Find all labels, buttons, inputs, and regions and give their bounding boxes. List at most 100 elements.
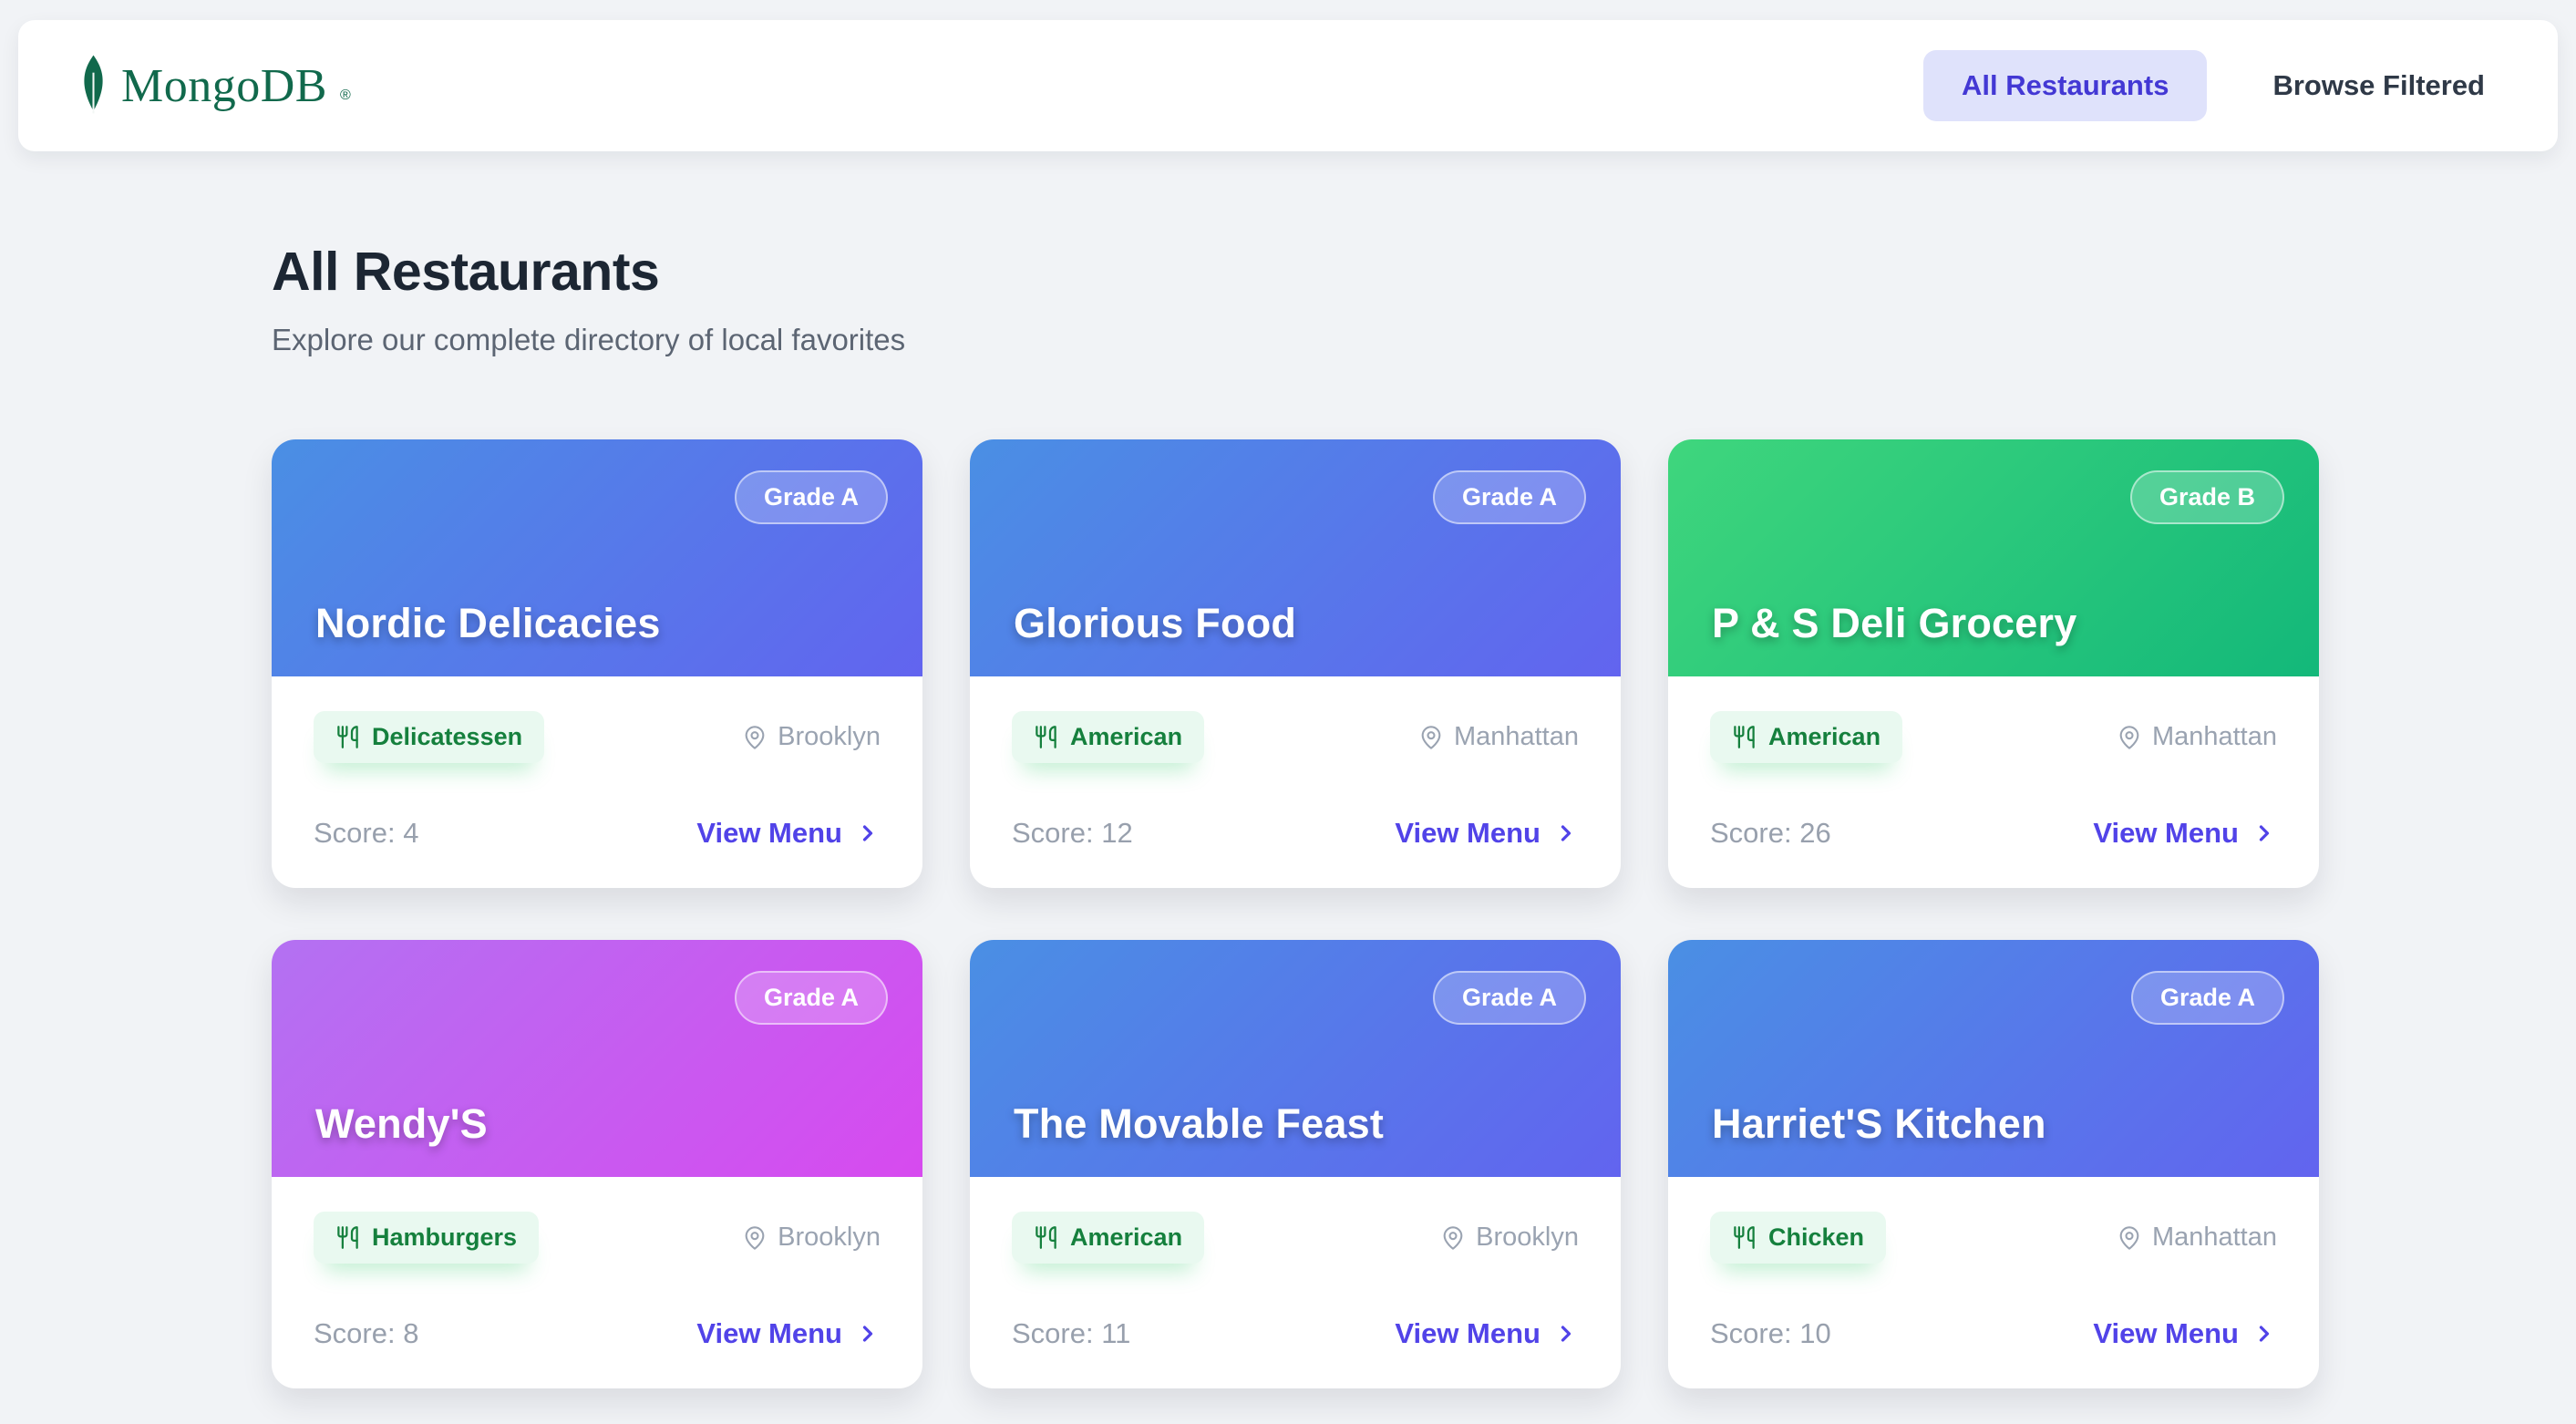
utensils-icon <box>1036 1226 1056 1250</box>
chevron-right-icon <box>862 825 873 842</box>
card-footer-row: Score: 11 View Menu <box>1012 1317 1579 1350</box>
restaurant-name: P & S Deli Grocery <box>1712 600 2077 647</box>
main-content: All Restaurants Explore our complete dir… <box>272 242 2319 1389</box>
restaurant-name: The Movable Feast <box>1014 1100 1385 1148</box>
cuisine-label: Chicken <box>1768 1223 1865 1252</box>
chevron-right-icon <box>1561 825 1571 842</box>
mongodb-logo[interactable]: MongoDB ® <box>77 54 351 119</box>
restaurant-card[interactable]: Grade A Nordic Delicacies Delicatessen <box>272 439 922 889</box>
utensils-icon <box>1734 1226 1755 1250</box>
card-footer-row: Score: 26 View Menu <box>1710 817 2277 850</box>
grade-badge: Grade A <box>1432 971 1586 1026</box>
card-body: Hamburgers Brooklyn Score: 8 View Menu <box>272 1177 922 1388</box>
cuisine-tag: American <box>1012 1212 1205 1264</box>
card-body: American Manhattan Score: 12 View Menu <box>970 676 1621 888</box>
map-pin-icon <box>2119 1226 2139 1250</box>
page-title: All Restaurants <box>272 242 660 302</box>
cuisine-label: American <box>1070 1223 1183 1252</box>
card-meta-row: American Brooklyn <box>1012 1212 1579 1264</box>
view-menu-label: View Menu <box>2093 817 2239 850</box>
borough-label: Manhattan <box>1453 722 1579 752</box>
restaurant-card[interactable]: Grade B P & S Deli Grocery American <box>1668 439 2319 889</box>
card-body: Delicatessen Brooklyn Score: 4 View Menu <box>272 676 922 888</box>
restaurant-card[interactable]: Grade A Wendy'S Hamburgers <box>272 940 922 1389</box>
view-menu-label: View Menu <box>696 817 842 850</box>
card-footer-row: Score: 8 View Menu <box>314 1317 881 1350</box>
score-text: Score: 26 <box>1710 817 1831 850</box>
card-gradient-header: Grade A Nordic Delicacies <box>272 439 922 677</box>
view-menu-link[interactable]: View Menu <box>2093 1317 2277 1350</box>
score-text: Score: 4 <box>314 817 419 850</box>
restaurant-name: Glorious Food <box>1014 600 1297 647</box>
restaurant-name: Harriet'S Kitchen <box>1712 1100 2046 1148</box>
card-body: Chicken Manhattan Score: 10 View Menu <box>1668 1177 2319 1388</box>
map-pin-icon <box>745 726 765 749</box>
cuisine-label: Delicatessen <box>372 723 523 751</box>
restaurant-grid: Grade A Nordic Delicacies Delicatessen <box>272 439 2319 1389</box>
view-menu-label: View Menu <box>1395 1317 1540 1350</box>
grade-badge: Grade A <box>734 470 888 525</box>
map-pin-icon <box>2119 726 2139 749</box>
utensils-icon <box>1036 726 1056 749</box>
borough-label: Manhattan <box>2151 722 2277 752</box>
grade-badge: Grade A <box>734 971 888 1026</box>
score-text: Score: 12 <box>1012 817 1133 850</box>
cuisine-label: American <box>1768 723 1881 751</box>
view-menu-link[interactable]: View Menu <box>1395 817 1579 850</box>
cuisine-tag: Chicken <box>1710 1212 1887 1264</box>
score-text: Score: 8 <box>314 1317 419 1350</box>
grade-badge: Grade B <box>2129 470 2284 525</box>
view-menu-link[interactable]: View Menu <box>1395 1317 1579 1350</box>
location: Brooklyn <box>742 722 881 752</box>
location: Brooklyn <box>1440 1223 1579 1253</box>
card-footer-row: Score: 12 View Menu <box>1012 817 1579 850</box>
view-menu-label: View Menu <box>696 1317 842 1350</box>
cuisine-label: Hamburgers <box>372 1223 518 1252</box>
chevron-right-icon <box>2259 1326 2270 1343</box>
borough-label: Brooklyn <box>778 1223 881 1253</box>
view-menu-link[interactable]: View Menu <box>2093 817 2277 850</box>
card-gradient-header: Grade A The Movable Feast <box>970 940 1621 1178</box>
cuisine-tag: Delicatessen <box>314 711 545 764</box>
chevron-right-icon <box>1561 1326 1571 1343</box>
view-menu-link[interactable]: View Menu <box>696 817 881 850</box>
app-header: MongoDB ® All Restaurants Browse Filtere… <box>18 20 2558 151</box>
cuisine-tag: American <box>1012 711 1205 764</box>
borough-label: Manhattan <box>2151 1223 2277 1253</box>
card-meta-row: Hamburgers Brooklyn <box>314 1212 881 1264</box>
restaurant-card[interactable]: Grade A Glorious Food American <box>970 439 1621 889</box>
card-body: American Brooklyn Score: 11 View Menu <box>970 1177 1621 1388</box>
borough-label: Brooklyn <box>1476 1223 1579 1253</box>
card-meta-row: American Manhattan <box>1710 711 2277 764</box>
map-pin-icon <box>1421 726 1441 749</box>
card-meta-row: Delicatessen Brooklyn <box>314 711 881 764</box>
view-menu-link[interactable]: View Menu <box>696 1317 881 1350</box>
cuisine-tag: Hamburgers <box>314 1212 540 1264</box>
nav-item-browse-filtered[interactable]: Browse Filtered <box>2272 69 2485 101</box>
location: Manhattan <box>1418 722 1579 752</box>
restaurant-name: Wendy'S <box>315 1100 488 1148</box>
registered-mark: ® <box>339 87 351 103</box>
card-footer-row: Score: 4 View Menu <box>314 817 881 850</box>
grade-badge: Grade A <box>1432 470 1586 525</box>
card-meta-row: American Manhattan <box>1012 711 1579 764</box>
utensils-icon <box>1734 726 1755 749</box>
map-pin-icon <box>1443 1226 1463 1250</box>
restaurant-name: Nordic Delicacies <box>315 600 661 647</box>
view-menu-label: View Menu <box>2093 1317 2239 1350</box>
card-gradient-header: Grade A Glorious Food <box>970 439 1621 677</box>
nav-item-all-restaurants[interactable]: All Restaurants <box>1923 50 2208 121</box>
restaurant-card[interactable]: Grade A The Movable Feast American <box>970 940 1621 1389</box>
grade-badge: Grade A <box>2130 971 2284 1026</box>
card-gradient-header: Grade A Harriet'S Kitchen <box>1668 940 2319 1178</box>
utensils-icon <box>337 726 358 749</box>
cuisine-tag: American <box>1710 711 1903 764</box>
score-text: Score: 11 <box>1012 1317 1131 1350</box>
mongodb-leaf-icon <box>77 54 110 119</box>
restaurant-card[interactable]: Grade A Harriet'S Kitchen Chicken <box>1668 940 2319 1389</box>
score-text: Score: 10 <box>1710 1317 1831 1350</box>
map-pin-icon <box>745 1226 765 1250</box>
chevron-right-icon <box>2259 825 2270 842</box>
card-footer-row: Score: 10 View Menu <box>1710 1317 2277 1350</box>
view-menu-label: View Menu <box>1395 817 1540 850</box>
